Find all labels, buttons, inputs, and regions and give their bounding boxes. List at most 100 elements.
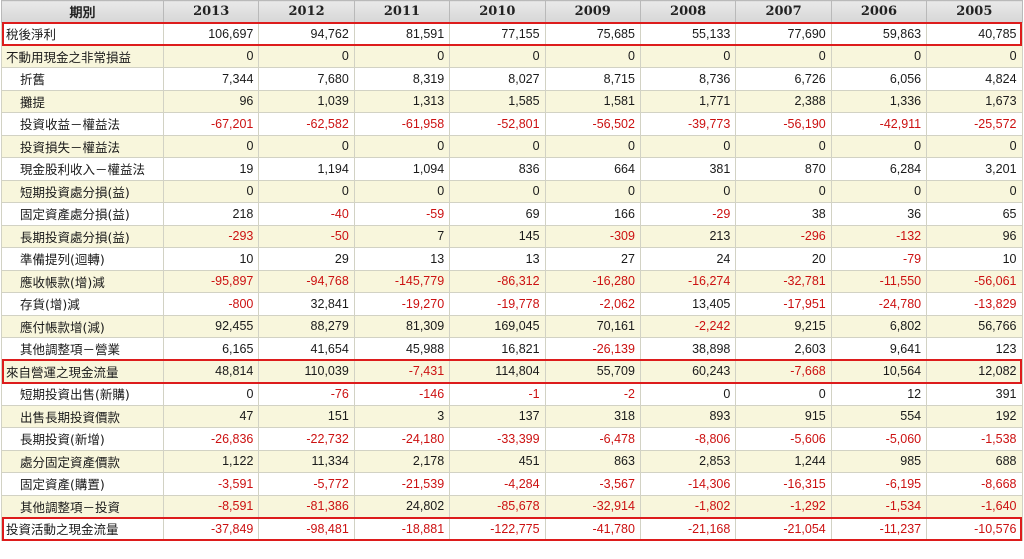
value-cell: 0 — [449, 134, 546, 158]
value-cell: -37,849 — [162, 517, 260, 541]
value-cell: 0 — [735, 382, 832, 406]
value-cell: 96 — [162, 89, 260, 113]
value-cell: -81,386 — [258, 494, 355, 518]
value-cell: -2 — [544, 382, 641, 406]
table-row: 其他調整項－營業 6,165 41,654 45,988 16,821 -26,139 38… — [1, 337, 1023, 361]
value-cell: 81,309 — [353, 314, 451, 338]
year-header[interactable]: 2013 — [162, 0, 260, 23]
value-cell: 1,313 — [353, 89, 451, 113]
table-row: 短期投資出售(新購) 0 -76 -146 -1 -2 0 0 12 391 — [1, 382, 1023, 406]
value-cell: 554 — [830, 404, 928, 428]
value-cell: 3,201 — [926, 157, 1023, 181]
value-cell: -32,914 — [544, 494, 641, 518]
value-cell: 13,405 — [639, 292, 737, 316]
year-header[interactable]: 2011 — [353, 0, 451, 23]
value-cell: 137 — [449, 404, 546, 428]
value-cell: 36 — [830, 202, 928, 226]
value-cell: -6,195 — [830, 472, 928, 496]
value-cell: 1,122 — [162, 449, 260, 473]
value-cell: 0 — [830, 134, 928, 158]
value-cell: 10 — [926, 247, 1023, 271]
value-cell: 863 — [544, 449, 641, 473]
value-cell: -50 — [258, 224, 355, 248]
value-cell: 381 — [639, 157, 737, 181]
highlighted-row: 來自營運之現金流量 48,814 110,039 -7,431 114,804 55,70… — [1, 359, 1023, 383]
row-label: 處分固定資產價款 — [1, 449, 164, 473]
table-body: 稅後淨利 106,697 94,762 81,591 77,155 75,685 55,13… — [1, 22, 1023, 541]
value-cell: 0 — [639, 382, 737, 406]
value-cell: 0 — [353, 179, 451, 203]
value-cell: -62,582 — [258, 112, 355, 136]
value-cell: 24,802 — [353, 494, 451, 518]
table-row: 固定資產處分損(益) 218 -40 -59 69 166 -29 38 36 65 — [1, 202, 1023, 226]
row-label: 長期投資(新增) — [1, 427, 164, 451]
value-cell: -13,829 — [926, 292, 1023, 316]
header-row: 期別 2013 2012 2011 2010 2009 2008 2007 2006 2005 — [1, 0, 1023, 23]
value-cell: -16,280 — [544, 269, 641, 293]
table-row: 存貨(增)減 -800 32,841 -19,270 -19,778 -2,062 13,4… — [1, 292, 1023, 316]
value-cell: 218 — [162, 202, 260, 226]
value-cell: -98,481 — [258, 517, 355, 541]
value-cell: 27 — [544, 247, 641, 271]
value-cell: 7 — [353, 224, 451, 248]
year-header[interactable]: 2012 — [258, 0, 355, 23]
value-cell: -21,539 — [353, 472, 451, 496]
value-cell: -19,778 — [449, 292, 546, 316]
value-cell: 29 — [258, 247, 355, 271]
value-cell: -41,780 — [544, 517, 641, 541]
value-cell: -293 — [162, 224, 260, 248]
value-cell: -26,139 — [544, 337, 641, 361]
table-row: 投資損失－權益法 0 0 0 0 0 0 0 0 0 — [1, 134, 1023, 158]
row-label: 攤提 — [1, 89, 164, 113]
value-cell: -21,054 — [735, 517, 832, 541]
value-cell: 213 — [639, 224, 737, 248]
year-header[interactable]: 2009 — [544, 0, 641, 23]
row-label: 固定資產(購置) — [1, 472, 164, 496]
value-cell: 13 — [353, 247, 451, 271]
value-cell: 0 — [449, 44, 546, 68]
value-cell: -59 — [353, 202, 451, 226]
year-header[interactable]: 2006 — [830, 0, 928, 23]
row-label: 現金股利收入－權益法 — [1, 157, 164, 181]
value-cell: 6,802 — [830, 314, 928, 338]
value-cell: -76 — [258, 382, 355, 406]
value-cell: 10 — [162, 247, 260, 271]
value-cell: 20 — [735, 247, 832, 271]
value-cell: 8,736 — [639, 67, 737, 91]
table-row: 折舊 7,344 7,680 8,319 8,027 8,715 8,736 6,726 6,0… — [1, 67, 1023, 91]
year-header[interactable]: 2005 — [926, 0, 1023, 23]
value-cell: 0 — [162, 179, 260, 203]
value-cell: 48,814 — [162, 359, 260, 383]
value-cell: 110,039 — [258, 359, 355, 383]
value-cell: 11,334 — [258, 449, 355, 473]
value-cell: -5,606 — [735, 427, 832, 451]
value-cell: -21,168 — [639, 517, 737, 541]
value-cell: -800 — [162, 292, 260, 316]
year-header[interactable]: 2007 — [735, 0, 832, 23]
value-cell: -8,806 — [639, 427, 737, 451]
row-label: 稅後淨利 — [1, 22, 164, 46]
year-header[interactable]: 2008 — [639, 0, 737, 23]
value-cell: 0 — [830, 44, 928, 68]
value-cell: 0 — [926, 179, 1023, 203]
row-label: 固定資產處分損(益) — [1, 202, 164, 226]
value-cell: 0 — [926, 134, 1023, 158]
value-cell: 92,455 — [162, 314, 260, 338]
value-cell: -39,773 — [639, 112, 737, 136]
value-cell: 1,194 — [258, 157, 355, 181]
highlighted-row: 稅後淨利 106,697 94,762 81,591 77,155 75,685 55,13… — [1, 22, 1023, 46]
value-cell: 38 — [735, 202, 832, 226]
value-cell: 9,641 — [830, 337, 928, 361]
value-cell: -56,502 — [544, 112, 641, 136]
value-cell: -33,399 — [449, 427, 546, 451]
value-cell: 0 — [639, 134, 737, 158]
value-cell: 24 — [639, 247, 737, 271]
value-cell: -56,061 — [926, 269, 1023, 293]
year-header[interactable]: 2010 — [449, 0, 546, 23]
value-cell: 69 — [449, 202, 546, 226]
period-header[interactable]: 期別 — [1, 0, 164, 23]
value-cell: -86,312 — [449, 269, 546, 293]
value-cell: -40 — [258, 202, 355, 226]
table-row: 其他調整項－投資 -8,591 -81,386 24,802 -85,678 -32,91… — [1, 494, 1023, 518]
value-cell: -25,572 — [926, 112, 1023, 136]
